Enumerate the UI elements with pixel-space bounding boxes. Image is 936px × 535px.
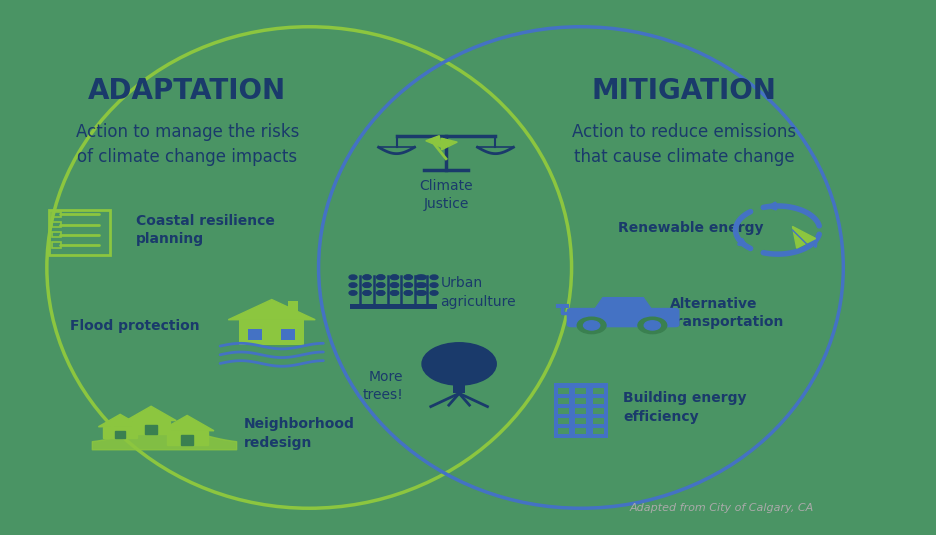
Text: Adapted from City of Calgary, CA: Adapted from City of Calgary, CA [629,503,812,513]
Circle shape [403,275,412,279]
FancyBboxPatch shape [575,398,586,404]
Circle shape [417,275,426,279]
Circle shape [390,275,398,279]
FancyBboxPatch shape [239,320,304,345]
FancyBboxPatch shape [575,418,586,424]
Circle shape [421,343,496,385]
Circle shape [416,283,423,287]
Circle shape [404,283,412,287]
Text: Alternative
transportation: Alternative transportation [669,297,783,329]
Circle shape [404,275,412,279]
Circle shape [376,283,385,287]
Circle shape [349,283,357,287]
Circle shape [417,291,426,295]
FancyBboxPatch shape [281,329,295,340]
Polygon shape [115,431,125,438]
Circle shape [349,291,357,295]
Polygon shape [160,415,213,431]
Circle shape [390,283,398,287]
Circle shape [416,291,423,295]
FancyBboxPatch shape [557,428,568,434]
FancyBboxPatch shape [557,418,568,424]
Text: Renewable energy: Renewable energy [618,221,763,235]
Circle shape [362,275,371,279]
Circle shape [376,275,385,279]
Circle shape [363,291,371,295]
FancyBboxPatch shape [592,418,604,424]
FancyBboxPatch shape [452,374,465,393]
Text: Coastal resilience
planning: Coastal resilience planning [136,214,274,246]
Circle shape [416,275,423,279]
Polygon shape [145,425,156,434]
Circle shape [362,291,371,295]
Polygon shape [593,297,651,310]
FancyBboxPatch shape [592,408,604,414]
Polygon shape [167,431,208,445]
Circle shape [390,291,398,295]
FancyBboxPatch shape [557,408,568,414]
Text: Flood protection: Flood protection [70,319,199,333]
FancyBboxPatch shape [575,428,586,434]
Polygon shape [228,300,314,320]
Circle shape [390,275,398,279]
FancyBboxPatch shape [592,388,604,394]
Circle shape [376,275,384,279]
Circle shape [376,283,384,287]
FancyBboxPatch shape [592,428,604,434]
Circle shape [430,283,437,287]
Circle shape [417,283,426,287]
Text: Action to reduce emissions
that cause climate change: Action to reduce emissions that cause cl… [571,123,796,166]
Polygon shape [425,136,441,147]
Circle shape [583,321,599,330]
Text: ADAPTATION: ADAPTATION [88,77,286,105]
Polygon shape [125,406,176,421]
Circle shape [390,283,398,287]
Circle shape [363,283,371,287]
FancyBboxPatch shape [553,383,607,439]
FancyBboxPatch shape [592,398,604,404]
Circle shape [430,291,437,295]
Text: MITIGATION: MITIGATION [591,77,776,105]
Circle shape [644,321,660,330]
Circle shape [577,317,606,334]
Polygon shape [132,421,170,434]
FancyBboxPatch shape [248,329,262,340]
Text: Action to manage the risks
of climate change impacts: Action to manage the risks of climate ch… [76,123,299,166]
Polygon shape [98,414,141,427]
Text: More
trees!: More trees! [362,370,402,402]
Text: Neighborhood
redesign: Neighborhood redesign [243,417,354,449]
Circle shape [637,317,666,334]
FancyBboxPatch shape [350,304,436,309]
Circle shape [390,291,398,295]
Circle shape [362,283,371,287]
Circle shape [403,283,412,287]
Circle shape [404,291,412,295]
FancyBboxPatch shape [557,398,568,404]
Polygon shape [792,226,814,248]
Circle shape [349,275,357,279]
Circle shape [403,291,412,295]
FancyBboxPatch shape [575,408,586,414]
FancyBboxPatch shape [566,308,679,327]
Circle shape [376,291,384,295]
Polygon shape [181,435,193,445]
Polygon shape [103,427,137,438]
Circle shape [430,275,437,279]
Text: Urban
agriculture: Urban agriculture [440,277,516,309]
Circle shape [376,291,385,295]
Text: Building energy
efficiency: Building energy efficiency [622,392,746,424]
FancyBboxPatch shape [287,301,298,312]
Text: Climate
Justice: Climate Justice [418,179,473,211]
Polygon shape [441,138,457,150]
Circle shape [363,275,371,279]
FancyBboxPatch shape [557,388,568,394]
FancyBboxPatch shape [575,388,586,394]
